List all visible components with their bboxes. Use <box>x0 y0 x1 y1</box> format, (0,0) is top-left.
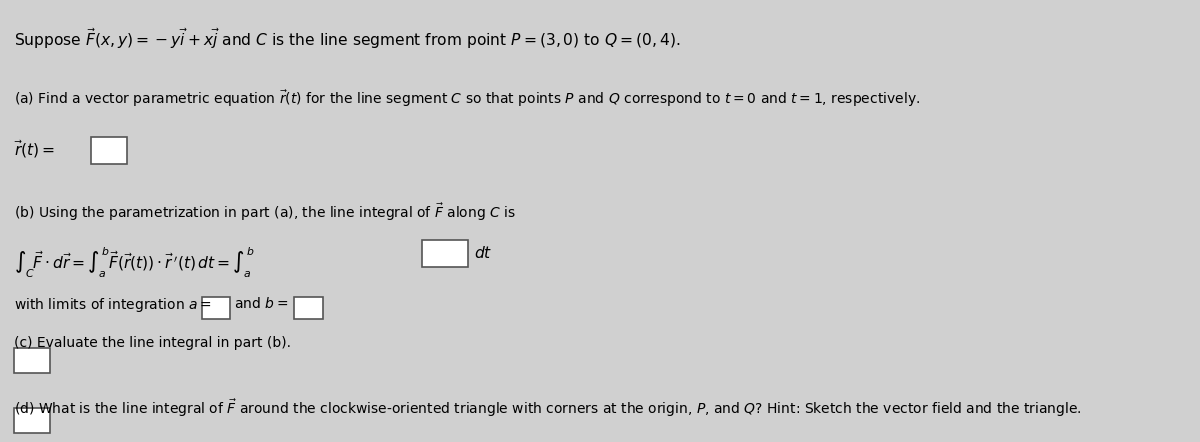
Text: (b) Using the parametrization in part (a), the line integral of $\vec{F}$ along : (b) Using the parametrization in part (a… <box>14 201 516 223</box>
Text: (a) Find a vector parametric equation $\vec{r}(t)$ for the line segment $C$ so t: (a) Find a vector parametric equation $\… <box>14 88 920 109</box>
Bar <box>14 348 50 373</box>
Bar <box>91 137 127 164</box>
Bar <box>422 240 468 267</box>
Bar <box>202 297 230 319</box>
Text: $\int_C \vec{F} \cdot d\vec{r} = \int_a^b \vec{F}(\vec{r}(t)) \cdot \vec{r}\,'(t: $\int_C \vec{F} \cdot d\vec{r} = \int_a^… <box>14 245 256 280</box>
Text: (c) Evaluate the line integral in part (b).: (c) Evaluate the line integral in part (… <box>14 336 292 350</box>
Text: and $b =$: and $b =$ <box>234 296 288 311</box>
Text: Suppose $\vec{F}(x, y) = -y\vec{i} + x\vec{j}$ and $C$ is the line segment from : Suppose $\vec{F}(x, y) = -y\vec{i} + x\v… <box>14 27 680 51</box>
Bar <box>294 297 323 319</box>
Text: with limits of integration $a =$: with limits of integration $a =$ <box>14 296 212 314</box>
Text: $dt$: $dt$ <box>474 245 492 261</box>
Bar <box>14 408 50 433</box>
Text: $\vec{r}(t) =$: $\vec{r}(t) =$ <box>14 139 55 160</box>
Text: (d) What is the line integral of $\vec{F}$ around the clockwise-oriented triangl: (d) What is the line integral of $\vec{F… <box>14 398 1082 419</box>
